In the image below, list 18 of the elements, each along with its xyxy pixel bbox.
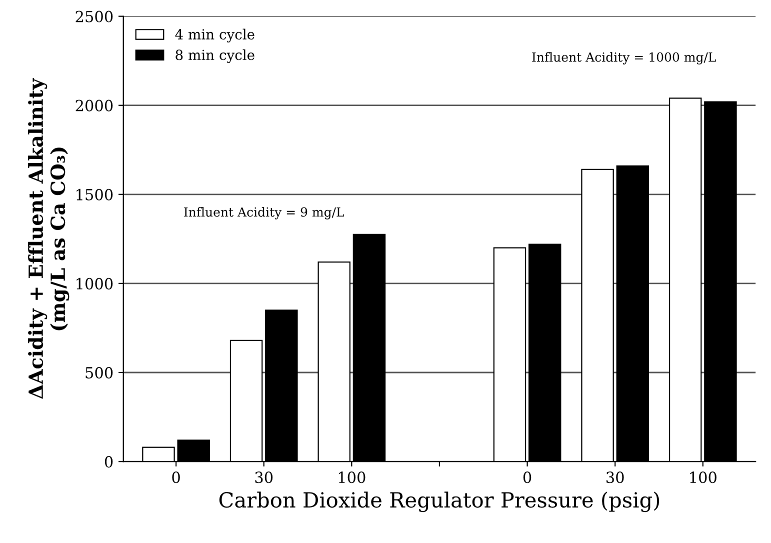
x-tick-label: 0: [523, 472, 532, 484]
x-tick-label: 100: [690, 472, 716, 484]
x-axis-title: Carbon Dioxide Regulator Pressure (psig): [219, 492, 660, 512]
y-tick-label: 2000: [76, 100, 113, 112]
x-tick-label: 30: [606, 472, 624, 484]
y-tick-label: 0: [104, 456, 113, 468]
x-tick-label: 30: [255, 472, 273, 484]
y-axis-title: ΔAcidity + Effluent Alkalinity (mg/L as Ca CO₃): [28, 78, 70, 399]
x-tick-label: 100: [338, 472, 366, 484]
y-tick-label: 1000: [76, 278, 113, 290]
annotation: Influent Acidity = 1000 mg/L: [532, 52, 716, 64]
legend-label: 4 min cycle: [175, 28, 254, 42]
legend-label: 8 min cycle: [176, 49, 254, 64]
y-tick-label: 500: [86, 366, 113, 379]
y-tick-label: 1500: [76, 188, 113, 200]
x-tick-label: 0: [172, 472, 180, 484]
annotation: Influent Acidity = 9 mg/L: [184, 207, 344, 220]
y-tick-label: 2500: [76, 10, 113, 22]
